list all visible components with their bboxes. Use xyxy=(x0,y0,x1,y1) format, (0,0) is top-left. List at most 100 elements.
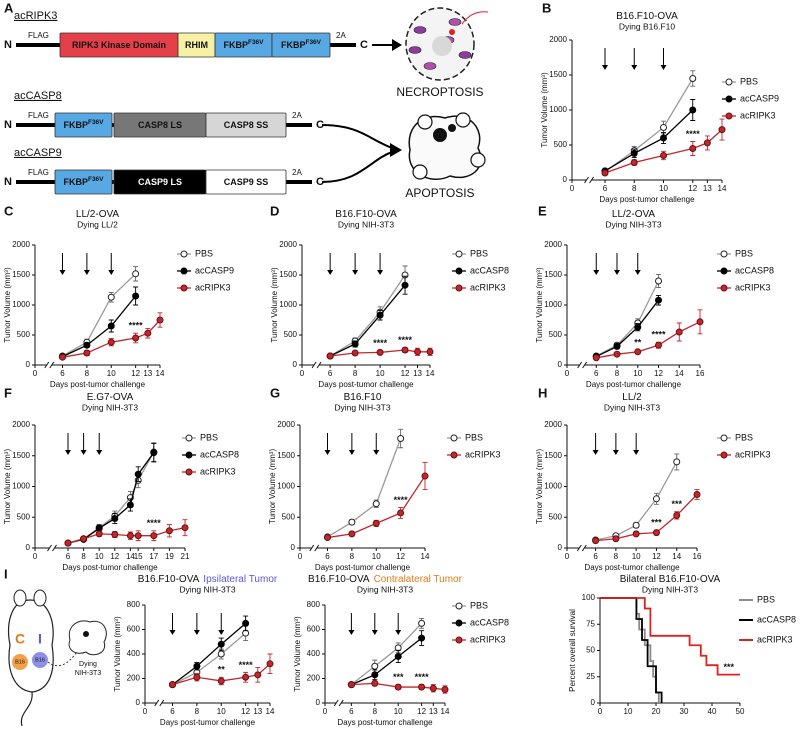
legend-marker xyxy=(725,112,733,120)
treatment-arrowhead xyxy=(108,270,115,275)
y-tick-label: 200 xyxy=(307,674,321,683)
chart-title: B16.F10-OVA xyxy=(335,209,397,220)
significance-label: **** xyxy=(394,495,409,505)
treatment-arrowhead xyxy=(327,270,334,275)
tumor-label: B16 xyxy=(15,659,25,665)
legend-marker xyxy=(455,284,463,292)
legend-label: PBS xyxy=(465,432,483,442)
chart-subtitle: Dying NIH-3T3 xyxy=(357,584,413,594)
legend-marker xyxy=(720,451,728,459)
x-tick-label: 13 xyxy=(703,184,712,193)
chart-title: LL/2-OVA xyxy=(76,209,119,220)
data-point xyxy=(242,673,250,681)
chart-title-suffix: Contralateral Tumor xyxy=(374,574,463,585)
treatment-arrowhead xyxy=(593,270,600,275)
treatment-arrowhead xyxy=(83,270,90,275)
data-point xyxy=(107,322,115,330)
tag-2a: 2A xyxy=(292,168,302,177)
data-point xyxy=(418,683,426,691)
domain-label-sup: F36V xyxy=(305,39,321,46)
domain-label-main: FKBP xyxy=(281,40,306,50)
data-point xyxy=(660,134,667,142)
x-tick-label: 8 xyxy=(81,552,86,561)
x-tick-label: 8 xyxy=(614,552,619,561)
chart-title-main: Bilateral B16.F10-OVA xyxy=(620,574,721,585)
data-point xyxy=(673,458,681,466)
data-point xyxy=(441,686,449,694)
series-line xyxy=(172,622,247,686)
legend-label: acRIPK3 xyxy=(757,634,793,644)
chart-title: B16.F10-OVA xyxy=(616,11,678,22)
significance-label: ** xyxy=(218,665,226,675)
data-point xyxy=(689,145,697,152)
significance-label: ** xyxy=(634,337,642,347)
y-tick-label: 2000 xyxy=(277,420,295,429)
y-tick-label: 2000 xyxy=(549,35,567,44)
y-tick-label: 2000 xyxy=(12,420,30,429)
legend-label: acCASP9 xyxy=(195,265,234,275)
legend-label: PBS xyxy=(735,432,753,442)
chart-title: E.G7-OVA xyxy=(87,392,134,403)
data-point xyxy=(326,352,334,360)
treatment-arrowhead xyxy=(348,630,355,635)
legend-marker xyxy=(455,636,463,644)
y-tick-label: 0 xyxy=(558,360,563,369)
c-terminus: C xyxy=(360,39,368,51)
treatment-arrowhead xyxy=(193,630,200,635)
y-axis-title: Tumor Volume (mm³) xyxy=(113,616,122,692)
chart-subtitle: Dying NIH-3T3 xyxy=(179,584,235,594)
x-tick-label: 0 xyxy=(143,707,148,716)
y-tick-label: 75 xyxy=(586,619,595,628)
data-point xyxy=(414,348,422,356)
series-line xyxy=(62,273,137,357)
survival-curve xyxy=(600,597,740,676)
x-tick-label: 20 xyxy=(652,707,661,716)
y-tick-label: 0 xyxy=(136,698,141,707)
axis-break xyxy=(584,176,589,184)
mouse-ear xyxy=(33,589,47,607)
data-point xyxy=(126,501,134,509)
treatment-arrowhead xyxy=(602,65,608,70)
necroptotic-blob xyxy=(448,18,462,26)
axis-break xyxy=(333,699,339,707)
y-tick-label: 1500 xyxy=(544,270,562,279)
construct-name: acCASP8 xyxy=(14,90,62,102)
chart-title: B16.F10-OVA Contralateral Tumor xyxy=(308,574,463,585)
y-axis-title: Percent overall survival xyxy=(568,609,577,692)
y-tick-label: 500 xyxy=(17,512,31,521)
treatment-arrowhead xyxy=(348,450,355,455)
axis-break xyxy=(338,699,344,707)
x-tick-label: 14 xyxy=(421,552,430,561)
dot xyxy=(449,29,455,35)
flag-tag: FLAG xyxy=(28,111,49,120)
x-tick-label: 6 xyxy=(60,369,65,378)
data-point xyxy=(613,350,621,358)
treatment-arrowhead xyxy=(373,450,380,455)
legend-label: PBS xyxy=(470,600,488,610)
legend-label: PBS xyxy=(470,248,488,258)
data-point xyxy=(660,124,667,131)
x-tick-label: 14 xyxy=(675,369,684,378)
legend-label: acRIPK3 xyxy=(195,282,231,292)
x-tick-label: 10 xyxy=(95,552,104,561)
chart-title-main: LL/2-OVA xyxy=(76,209,119,220)
y-tick-label: 2000 xyxy=(12,240,30,249)
series-line xyxy=(604,109,694,172)
chart-subtitle: Dying B16.F10 xyxy=(619,21,675,31)
axis-break xyxy=(49,361,55,369)
x-axis-title: Days post-tumor challenge xyxy=(160,718,256,727)
x-tick-label: 8 xyxy=(373,707,378,716)
domain-label-main: CASP9 SS xyxy=(224,177,269,187)
domain-label-sup: F36V xyxy=(88,176,104,183)
y-tick-label: 500 xyxy=(284,330,298,339)
legend-marker xyxy=(180,284,188,292)
y-tick-label: 0 xyxy=(558,543,563,552)
significance-label: **** xyxy=(147,518,162,528)
data-point xyxy=(376,348,384,356)
treatment-arrowhead xyxy=(80,450,87,455)
series-line xyxy=(595,299,660,358)
contralateral-label: C xyxy=(15,631,25,647)
